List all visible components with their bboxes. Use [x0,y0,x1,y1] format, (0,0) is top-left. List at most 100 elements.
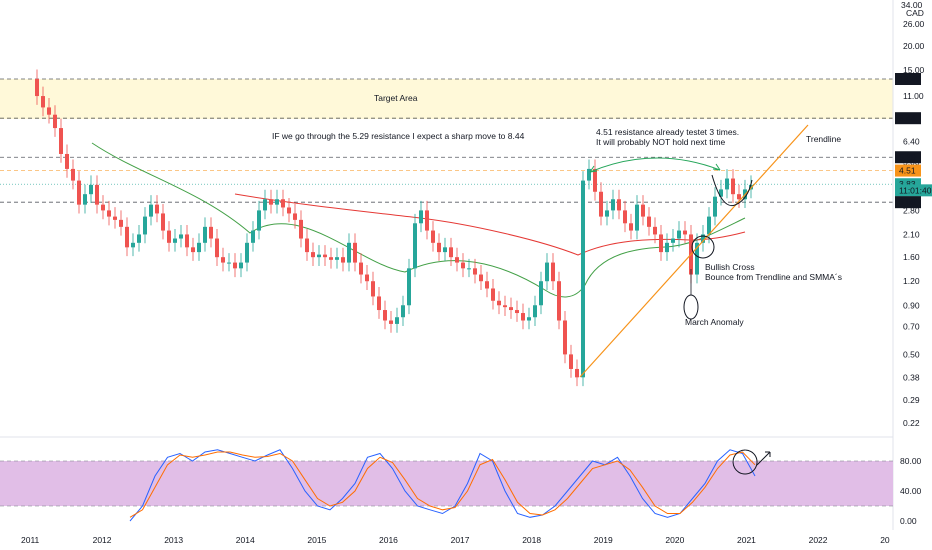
candle-body [473,268,477,275]
price-tick: 11.00 [903,91,924,101]
price-label-box [895,196,921,209]
time-tick: 20 [880,535,890,545]
candle-body [119,219,123,227]
candle-body [287,207,291,214]
march-anomaly-label: March Anomaly [685,317,744,327]
candle-body [695,242,699,275]
candle-body [593,168,597,192]
candle-body [425,210,429,231]
candle-body [431,230,435,243]
price-tick: 1.60 [903,252,920,262]
candle-body [341,257,345,263]
candle-body [197,242,201,253]
candle-body [293,213,297,220]
candle-body [515,310,519,314]
candle-body [557,281,561,321]
candle-body [419,210,423,224]
candle-body [605,210,609,217]
resistance-arrowhead-right [712,163,721,171]
candle-body [65,153,69,169]
candle-body [731,178,735,195]
time-tick: 2015 [307,535,326,545]
candle-body [359,262,363,275]
candle-body [509,307,513,311]
candle-body [83,194,87,205]
price-tick: 20.00 [903,41,925,51]
candle-body [143,216,147,235]
price-tick: 1.20 [903,276,920,286]
candle-body [269,199,273,205]
candle-body [227,262,231,264]
candle-body [185,234,189,248]
candle-body [365,274,369,282]
candle-body [497,300,501,306]
cup-arc [711,174,753,207]
candle-body [347,242,351,263]
candle-body [107,210,111,217]
candle-body [395,317,399,324]
candle-body [167,230,171,243]
bounce-label: Bounce from Trendline and SMMA´s [705,272,842,282]
price-label-box [895,151,921,164]
candle-body [377,296,381,311]
candle-body [173,238,177,243]
time-tick: 2017 [451,535,470,545]
candle-body [491,288,495,301]
candle-body [239,262,243,269]
candle-body [47,107,51,115]
osc-tick: 0.00 [900,516,917,526]
time-tick: 2018 [522,535,541,545]
candle-body [659,234,663,253]
candle-body [599,191,603,217]
price-tick: 26.00 [903,19,925,29]
price-label-box [895,73,921,85]
candle-body [275,199,279,205]
target-area-zone [0,79,893,119]
time-axis: 2011 2012 2013 2014 2015 2016 2017 2018 2019 2020… [21,535,890,545]
candle-body [545,262,549,282]
candle-body [137,234,141,243]
time-tick: 2016 [379,535,398,545]
osc-circle [732,449,758,475]
price-tick: 0.70 [903,321,920,331]
candle-body [155,204,159,214]
time-tick: 2012 [93,535,112,545]
candle-body [125,226,129,248]
candle-body [131,242,135,248]
time-tick: 2011 [21,535,40,545]
stoch-d-line [129,451,756,518]
candle-body [725,178,729,190]
candle-body [353,242,357,263]
candle-body [611,199,615,211]
price-top: 34.00 [901,0,923,10]
price-tick: 0.22 [903,418,920,428]
candle-body [449,247,453,258]
price-label-text: 5.29 [899,152,916,162]
candle-body [461,262,465,269]
candles [35,69,753,387]
time-tick: 2022 [809,535,828,545]
candle-body [281,199,285,208]
candle-body [329,257,333,260]
time-tick: 2020 [665,535,684,545]
candle-body [257,210,261,231]
price-label-box [895,164,921,177]
resistance-levels [0,78,893,203]
candle-body [737,194,741,200]
candle-body [401,305,405,318]
march-anomaly-circle [683,294,699,320]
candle-body [161,213,165,231]
price-label-text: 11:01:40 [899,185,932,195]
candle-body [635,204,639,231]
candle-body [89,184,93,195]
candle-body [209,226,213,239]
time-tick: 2013 [164,535,183,545]
candle-body [263,199,267,211]
candle-body [413,223,417,269]
candle-body [551,262,555,282]
candle-body [701,234,705,243]
candle-body [317,254,321,258]
candle-body [539,281,543,306]
